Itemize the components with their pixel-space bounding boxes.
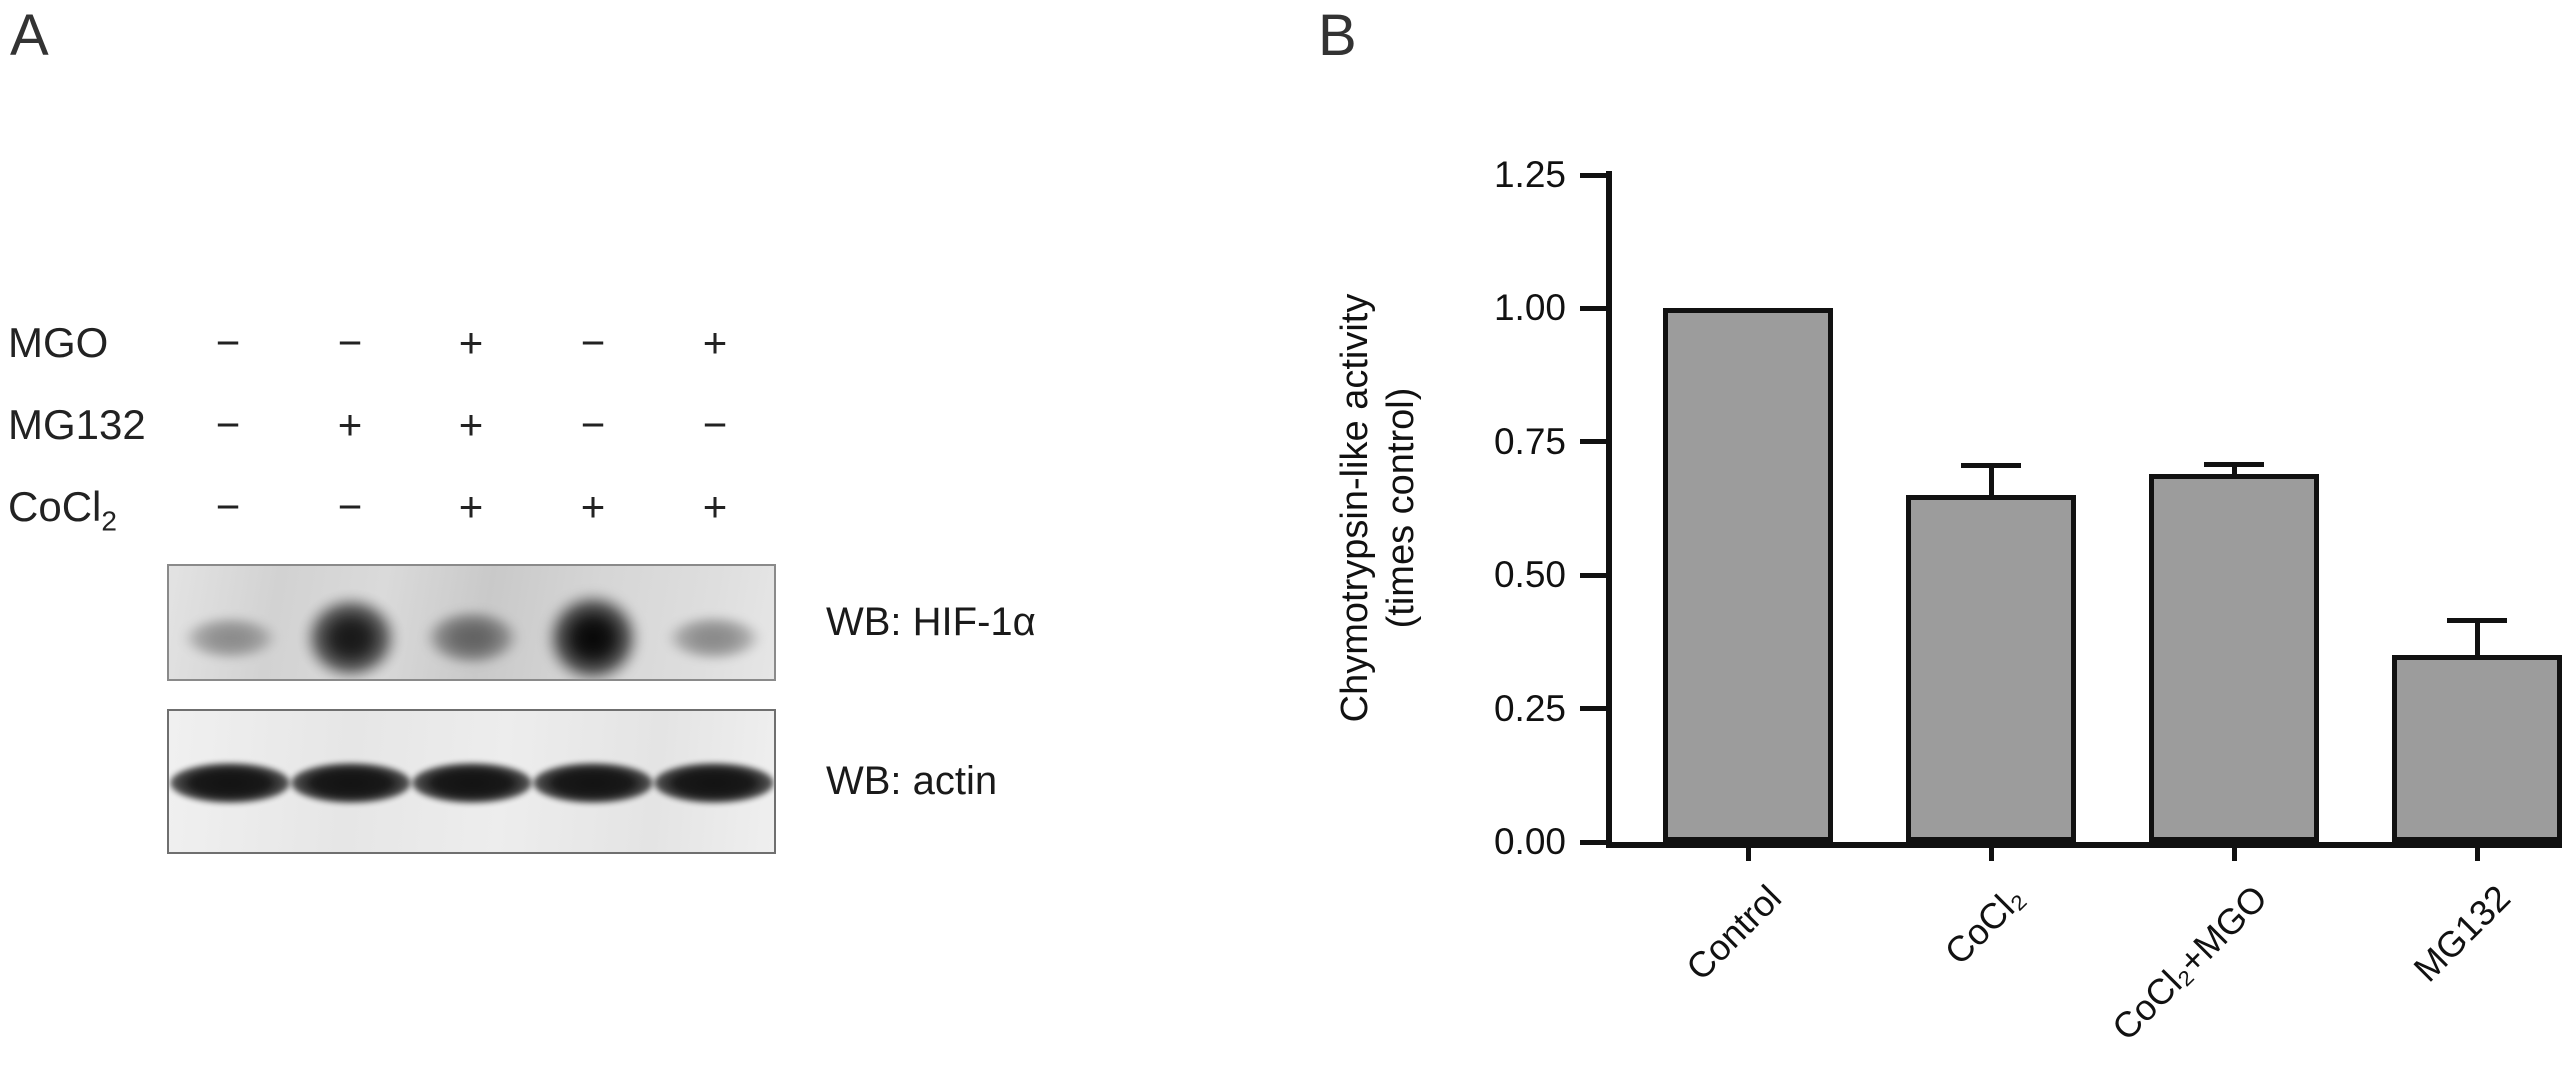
bar [1906, 495, 2076, 842]
y-axis-title: Chymotrypsin-like activity (times contro… [1332, 294, 1424, 723]
panel-b-label: B [1318, 3, 1357, 68]
y-tick-label: 0.00 [1493, 821, 1566, 862]
dose-symbol: − [215, 319, 241, 366]
x-tick-mark [1988, 847, 1994, 861]
dose-symbol: + [702, 483, 728, 530]
bar [2149, 474, 2319, 842]
y-tick-mark [1580, 572, 1606, 578]
treatment-row-cocl2: CoCl2 − − + + + [0, 476, 940, 538]
dose-symbol: + [580, 483, 606, 530]
dose-symbol: + [458, 319, 484, 366]
bar-chart-plot-area: 0.00 0.25 0.50 0.75 1.00 1.25 Control CoCl₂ CoCl… [1494, 154, 2562, 1048]
treatment-name-cocl2: CoCl2 [8, 483, 117, 537]
y-tick-mark [1580, 305, 1606, 311]
error-bar-cap [1961, 463, 2021, 468]
y-tick-mark [1580, 706, 1606, 712]
y-axis-title-line1: Chymotrypsin-like activity [1334, 293, 1376, 723]
bar [1663, 308, 1833, 842]
dose-symbol: − [215, 483, 241, 530]
treatment-name-mg132: MG132 [8, 401, 146, 448]
blot-band [653, 763, 774, 803]
error-bar-stem [2231, 467, 2237, 474]
y-axis-title-line2: (times control) [1380, 387, 1422, 629]
blot-band [412, 602, 531, 673]
blot-band [170, 610, 289, 666]
x-tick-mark [1745, 847, 1751, 861]
dose-symbol: − [215, 401, 241, 448]
error-bar-stem [2474, 623, 2480, 655]
blot-band [291, 585, 410, 679]
panel-a-label: A [10, 3, 49, 68]
blot-label-hif1a: WB: HIF-1α [826, 600, 1036, 644]
subscript: 2 [101, 505, 117, 537]
dose-symbol: − [337, 319, 363, 366]
dose-symbol: + [702, 319, 728, 366]
y-tick-label: 0.75 [1493, 420, 1566, 462]
y-axis [1606, 171, 1612, 848]
error-bar-cap [2447, 618, 2507, 623]
y-tick-mark [1580, 839, 1606, 845]
y-tick-label: 1.00 [1493, 287, 1566, 329]
y-tick-label: 0.25 [1493, 687, 1566, 729]
blot-membrane-0 [167, 564, 776, 681]
x-tick-mark [2231, 847, 2237, 861]
x-category-label: MG132 [2405, 877, 2518, 990]
y-tick-mark [1580, 172, 1606, 178]
blot-band [411, 763, 532, 803]
y-tick-label: 0.50 [1493, 554, 1566, 596]
blot-label-actin: WB: actin [826, 759, 998, 803]
dose-symbol: + [337, 401, 363, 448]
blot-membrane-1 [167, 709, 776, 854]
dose-symbol: − [337, 483, 363, 530]
x-tick-mark [2474, 847, 2480, 861]
y-tick-mark [1580, 439, 1606, 445]
blot-band [169, 763, 290, 803]
treatment-name-mgo: MGO [8, 319, 109, 366]
blot-band [290, 763, 411, 803]
dose-symbol: − [702, 401, 728, 448]
treatment-row-mgo: MGO − − + − + [0, 312, 940, 374]
treatment-row-mg132: MG132 − + + − − [0, 394, 940, 456]
blot-band [654, 609, 773, 667]
blot-band [532, 763, 653, 803]
x-category-label: Control [1677, 877, 1789, 989]
error-bar-cap [2204, 462, 2264, 467]
dose-symbol: − [580, 401, 606, 448]
x-axis [1606, 842, 2562, 848]
dose-symbol: + [458, 483, 484, 530]
x-category-label: CoCl₂+MGO [2103, 877, 2275, 1049]
dose-symbol: − [580, 319, 606, 366]
error-bar-stem [1988, 468, 1994, 495]
blot-band [533, 581, 652, 679]
dose-symbol: + [458, 401, 484, 448]
x-category-label: CoCl₂ [1936, 877, 2032, 973]
bar [2392, 655, 2562, 842]
y-tick-label: 1.25 [1493, 154, 1566, 195]
